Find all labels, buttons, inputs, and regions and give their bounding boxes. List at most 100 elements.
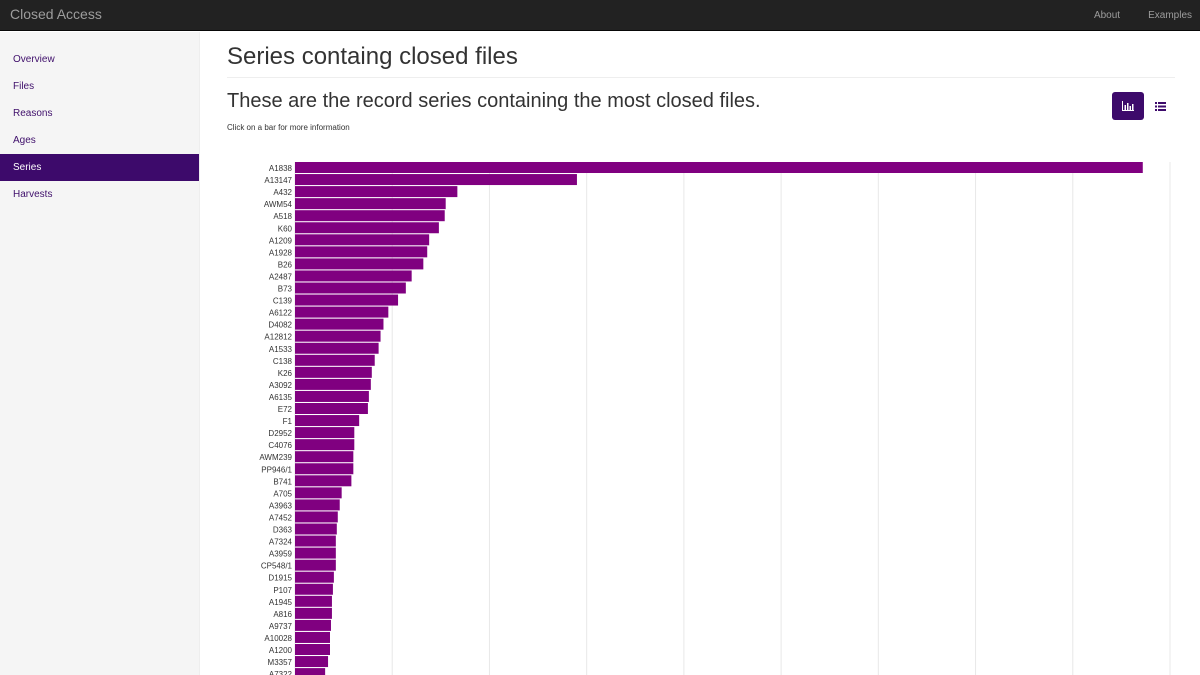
main-content: Series containg closed files These are t…: [227, 32, 1175, 675]
bar-label: A1928: [269, 248, 293, 257]
bar-label: A3963: [269, 501, 293, 510]
sidebar-item-files[interactable]: Files: [13, 81, 35, 92]
bar-label: A6135: [269, 393, 293, 402]
bar-k26[interactable]: [295, 366, 372, 378]
bar-label: A816: [273, 610, 292, 619]
nav-link-examples[interactable]: Examples: [1148, 10, 1192, 21]
bar-label: D1915: [268, 574, 292, 583]
bar-label: C4076: [268, 441, 292, 450]
bar-label: A3959: [269, 550, 293, 559]
bar-d4082[interactable]: [295, 318, 384, 330]
bar-d2952[interactable]: [295, 427, 355, 439]
bar-a3963[interactable]: [295, 499, 340, 511]
title-divider: [227, 77, 1175, 78]
bar-a7322[interactable]: [295, 668, 326, 675]
bar-a6135[interactable]: [295, 390, 369, 402]
bar-label: A1838: [269, 164, 293, 173]
bar-pp946-1[interactable]: [295, 463, 354, 475]
bar-a1945[interactable]: [295, 595, 332, 607]
bar-p107[interactable]: [295, 583, 333, 595]
bar-label: A1209: [269, 236, 293, 245]
bar-c139[interactable]: [295, 294, 399, 306]
sidebar-item-overview[interactable]: Overview: [13, 54, 55, 65]
bar-a432[interactable]: [295, 186, 458, 198]
bar-e72[interactable]: [295, 403, 368, 414]
bar-a1533[interactable]: [295, 342, 379, 354]
bar-label: D363: [273, 526, 293, 535]
bar-a1200[interactable]: [295, 644, 330, 655]
bar-cp548-1[interactable]: [295, 559, 336, 571]
bar-label: A432: [273, 188, 292, 197]
sidebar-item-ages[interactable]: Ages: [13, 135, 36, 146]
bar-label: K26: [278, 369, 293, 378]
bar-label: F1: [283, 417, 293, 426]
bar-label: A518: [273, 212, 292, 221]
bar-label: E72: [278, 405, 293, 414]
bar-label: PP946/1: [261, 465, 292, 474]
sidebar-item-reasons[interactable]: Reasons: [13, 108, 53, 119]
series-bar-chart: A1838 A13147 A432 AWM54 A518 K60 A1209 A1928 B26…: [259, 162, 1171, 675]
bar-a7452[interactable]: [295, 511, 338, 523]
bar-a6122[interactable]: [295, 306, 389, 318]
bar-a1928[interactable]: [295, 246, 428, 258]
bar-a12812[interactable]: [295, 330, 381, 342]
bar-a1209[interactable]: [295, 234, 430, 246]
bar-a3092[interactable]: [295, 378, 371, 390]
bar-label: B26: [278, 260, 293, 269]
chart-view-button[interactable]: [1112, 92, 1144, 120]
bar-a3959[interactable]: [295, 547, 336, 559]
bar-label: A12812: [264, 333, 292, 342]
bar-awm239[interactable]: [295, 451, 354, 463]
bar-label: D4082: [268, 321, 292, 330]
bar-a518[interactable]: [295, 210, 445, 222]
bar-label: A1200: [269, 646, 293, 655]
bar-label: AWM54: [264, 200, 293, 209]
bar-a2487[interactable]: [295, 270, 412, 282]
bar-b26[interactable]: [295, 258, 424, 270]
bar-f1[interactable]: [295, 415, 360, 427]
bar-c4076[interactable]: [295, 439, 355, 451]
nav-link-about[interactable]: About: [1093, 10, 1121, 21]
bar-label: A10028: [264, 634, 292, 643]
bar-a1838[interactable]: [295, 162, 1143, 173]
bar-label: M3357: [268, 658, 293, 667]
bar-d363[interactable]: [295, 523, 337, 535]
navbar-links: About Examples: [1080, 0, 1200, 31]
bar-label: A705: [273, 489, 292, 498]
list-view-button[interactable]: [1144, 92, 1176, 120]
bar-label: D2952: [268, 429, 292, 438]
bar-awm54[interactable]: [295, 198, 446, 210]
bar-label: AWM239: [259, 453, 292, 462]
bar-label: C138: [273, 357, 293, 366]
sidebar-item-series[interactable]: Series: [0, 154, 199, 181]
bar-label: B741: [273, 477, 292, 486]
bar-label: A1945: [269, 598, 293, 607]
bar-a13147[interactable]: [295, 174, 577, 186]
bar-b73[interactable]: [295, 282, 406, 294]
bar-a705[interactable]: [295, 487, 342, 499]
bar-b741[interactable]: [295, 475, 352, 487]
bar-a10028[interactable]: [295, 631, 330, 643]
bar-label: A1533: [269, 345, 293, 354]
bar-label: A6122: [269, 309, 293, 318]
bar-label: P107: [273, 586, 292, 595]
bar-a7324[interactable]: [295, 535, 336, 547]
bar-label: A7452: [269, 513, 293, 522]
bar-a816[interactable]: [295, 607, 332, 619]
bar-label: A13147: [264, 176, 292, 185]
bar-d1915[interactable]: [295, 571, 334, 583]
bar-label: A7324: [269, 538, 293, 547]
bar-label: A2487: [269, 272, 293, 281]
sidebar-item-harvests[interactable]: Harvests: [13, 189, 53, 200]
bar-label: C139: [273, 297, 293, 306]
bar-m3357[interactable]: [295, 656, 329, 668]
bar-k60[interactable]: [295, 222, 439, 234]
bar-a9737[interactable]: [295, 619, 331, 631]
bar-label: CP548/1: [261, 562, 293, 571]
chart-hint: Click on a bar for more information: [227, 123, 350, 132]
bar-c138[interactable]: [295, 354, 375, 366]
chart-subtitle: These are the record series containing t…: [227, 90, 761, 112]
bar-label: A7322: [269, 670, 293, 675]
list-icon: [1154, 101, 1166, 111]
brand-link[interactable]: Closed Access: [10, 6, 102, 22]
